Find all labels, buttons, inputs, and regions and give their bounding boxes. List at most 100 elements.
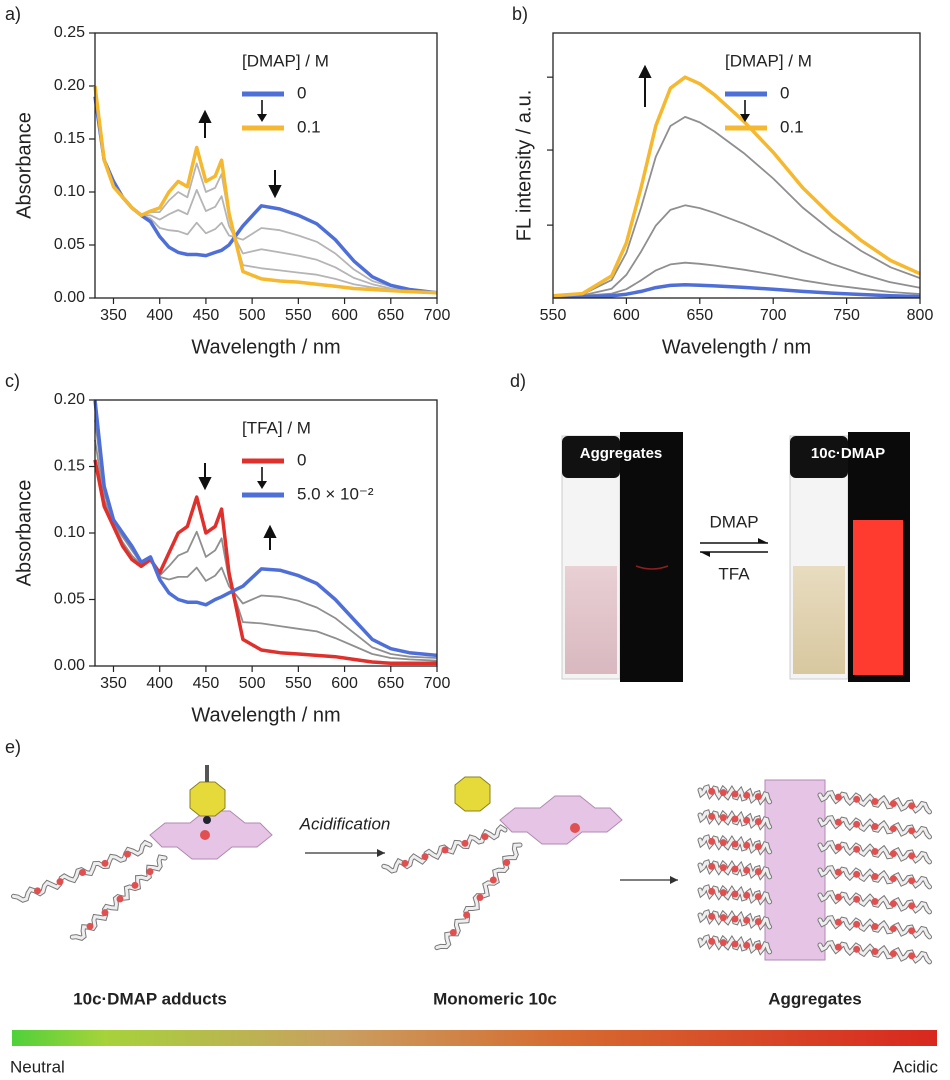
atom (754, 843, 762, 851)
atom (731, 790, 739, 798)
atom (834, 918, 842, 926)
atom (719, 864, 727, 872)
y-tick-label: 0.20 (54, 391, 85, 408)
x-tick-label: 650 (377, 675, 404, 692)
atom (754, 918, 762, 926)
atom (719, 814, 727, 822)
scale-label: Acidic (893, 1057, 939, 1076)
panel-label: e) (5, 737, 21, 757)
atom (834, 843, 842, 851)
legend-title: [DMAP] / M (242, 51, 329, 70)
series-line (94, 419, 438, 659)
series-line (94, 90, 438, 294)
atom (708, 812, 716, 820)
atom (708, 887, 716, 895)
atom (871, 798, 879, 805)
x-tick-label: 600 (331, 675, 358, 692)
atom (743, 866, 751, 874)
legend-label: 5.0 × 10⁻² (297, 484, 374, 503)
vial-label: Aggregates (580, 445, 663, 462)
atom (101, 909, 109, 917)
atom (461, 839, 469, 847)
reagent-label: TFA (718, 564, 750, 583)
atom (871, 873, 879, 880)
atom (719, 889, 727, 897)
x-tick-label: 350 (100, 307, 127, 324)
atom (503, 859, 511, 866)
atom (871, 948, 879, 955)
atom (754, 943, 762, 951)
x-tick-label: 450 (193, 675, 220, 692)
atom (871, 898, 879, 905)
y-tick-label: 0.00 (54, 657, 85, 674)
atom (731, 890, 739, 898)
atom (146, 868, 154, 876)
dmap (454, 776, 491, 812)
x-tick-label: 600 (331, 307, 358, 324)
arrowhead (198, 477, 212, 491)
atom (908, 877, 916, 885)
atom (481, 833, 489, 841)
step-label: Acidification (299, 814, 391, 833)
atom (743, 791, 751, 799)
atom (708, 912, 716, 920)
series-line (552, 283, 921, 299)
atom (731, 815, 739, 823)
y-axis-label: Absorbance (13, 480, 35, 587)
legend-label: 0 (297, 83, 306, 102)
atom (853, 920, 861, 928)
series-line (94, 93, 438, 294)
x-tick-label: 550 (285, 675, 312, 692)
plot-frame (94, 32, 438, 299)
arrowhead (758, 538, 768, 543)
atom (834, 818, 842, 826)
atom (908, 902, 916, 910)
legend-label: 0 (297, 450, 306, 469)
series-line (94, 439, 438, 662)
dark-photo (620, 432, 683, 682)
fluorescent-liquid (853, 520, 903, 675)
atom (853, 845, 861, 853)
atom (908, 927, 916, 935)
y-tick-label: 0.05 (54, 591, 85, 608)
caption: Aggregates (768, 989, 862, 1008)
atom (871, 848, 879, 855)
scheme-panel: e) Acidification 10c·DMAP adducts Monome… (5, 737, 938, 1077)
photo-panel: d) Aggregates 10c·DMAP DMAP TFA (510, 371, 910, 682)
atom (871, 923, 879, 930)
atom (889, 900, 897, 908)
plot-frame (552, 32, 921, 299)
y-tick-label: 0.10 (54, 183, 85, 200)
atom (889, 925, 897, 933)
panel-label: b) (512, 4, 528, 24)
atom (719, 789, 727, 797)
atom (131, 881, 139, 889)
y-tick-label: 0.25 (54, 24, 85, 41)
atom (853, 895, 861, 903)
atom (853, 795, 861, 803)
series-line (552, 116, 921, 297)
atom (853, 945, 861, 953)
legend-label: 0 (780, 83, 789, 102)
atom (570, 823, 580, 833)
atom (203, 816, 211, 824)
series-line (552, 204, 921, 297)
atom (731, 865, 739, 873)
x-tick-label: 800 (907, 307, 934, 324)
y-tick-label: 0.10 (54, 524, 85, 541)
atom (719, 839, 727, 847)
scale-label: Neutral (10, 1057, 65, 1076)
caption: Monomeric 10c (433, 989, 557, 1008)
atom (116, 895, 124, 903)
y-axis-label: Absorbance (13, 112, 35, 219)
y-tick-label: 0.00 (54, 289, 85, 306)
atom (889, 825, 897, 833)
atom (743, 891, 751, 899)
arrowhead (377, 849, 385, 857)
atom (743, 941, 751, 949)
atom (124, 850, 131, 858)
series-line (94, 86, 438, 294)
atom (889, 850, 897, 858)
y-tick-label: 0.20 (54, 77, 85, 94)
